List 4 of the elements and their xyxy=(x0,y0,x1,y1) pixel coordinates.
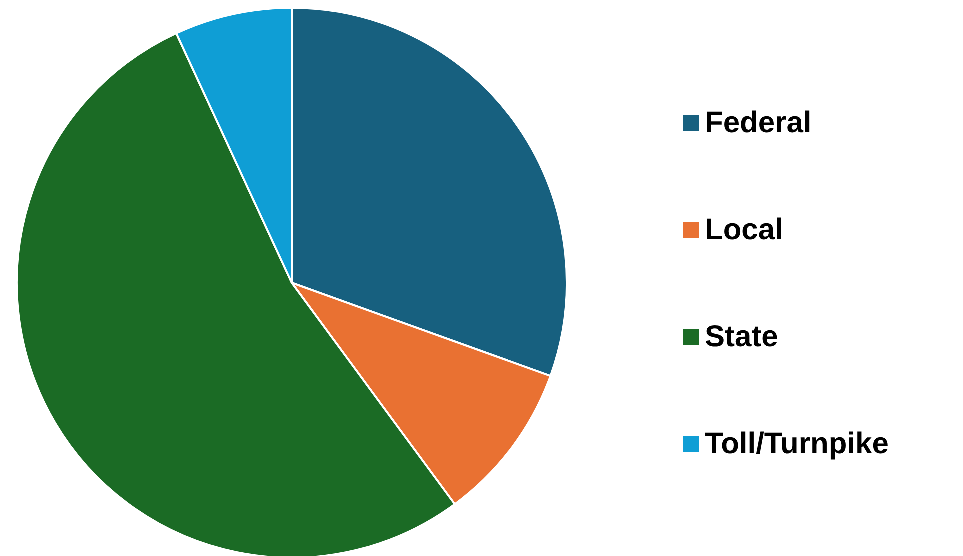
legend-label: Local xyxy=(705,214,784,246)
legend-label: Toll/Turnpike xyxy=(705,428,889,460)
legend-label: State xyxy=(705,320,778,354)
legend-label: Federal xyxy=(705,106,812,140)
